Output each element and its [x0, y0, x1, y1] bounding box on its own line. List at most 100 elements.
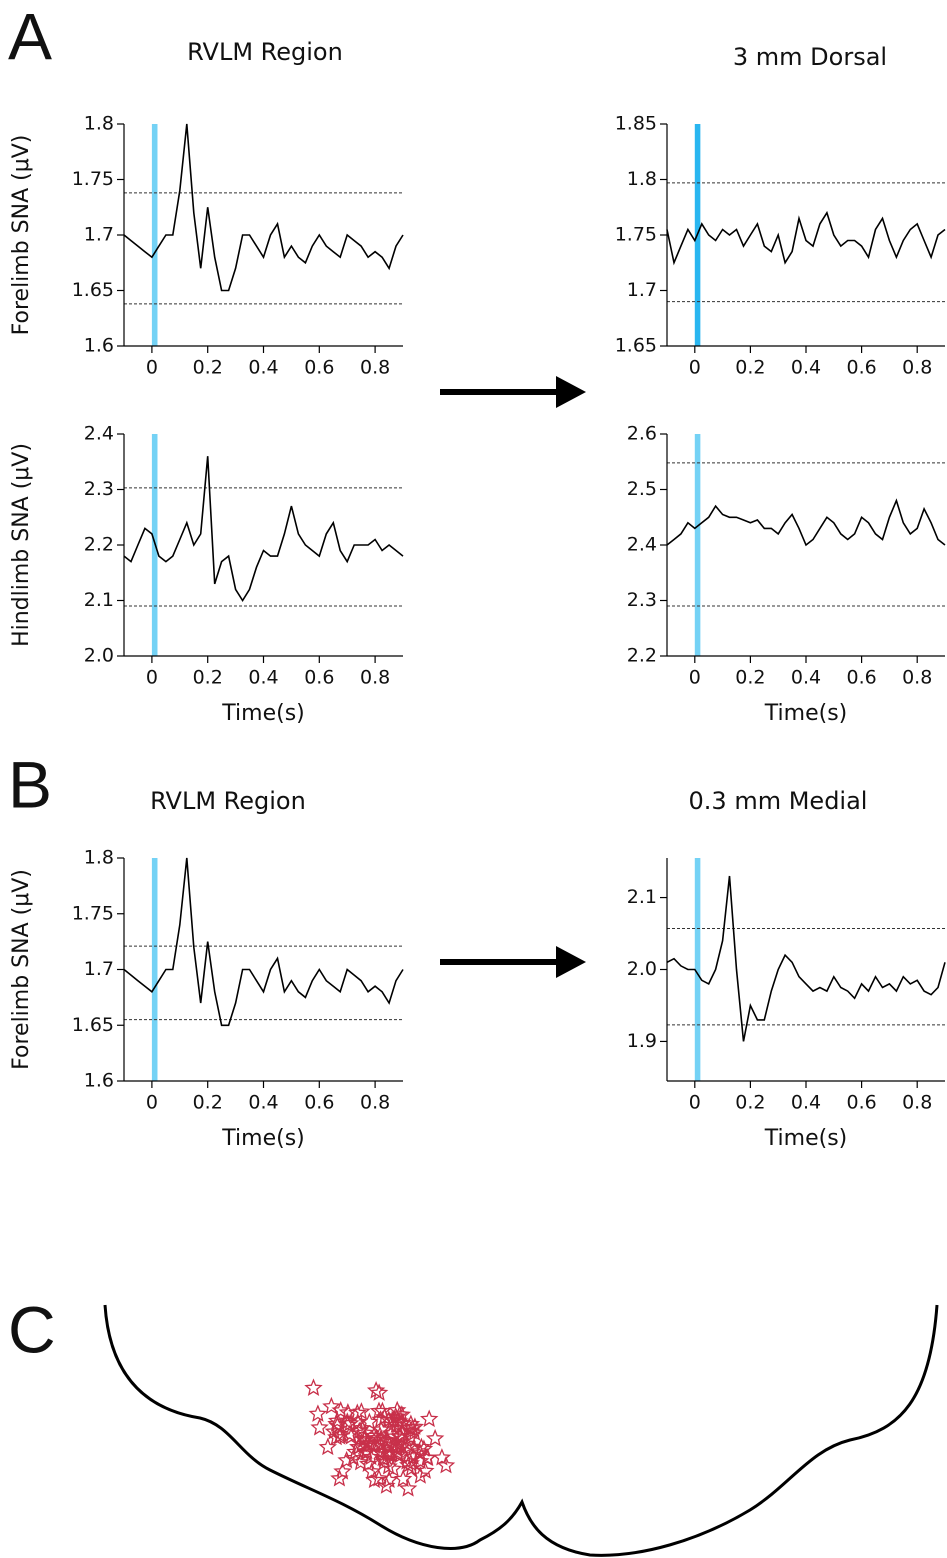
star-cluster: [304, 1378, 456, 1497]
star: [358, 1454, 378, 1472]
x-tick-label: 0.4: [791, 1092, 821, 1114]
x-tick-label: 0.4: [248, 1092, 278, 1114]
x-tick-label: 0.8: [360, 1092, 390, 1114]
x-tick-label: 0: [689, 1092, 701, 1114]
x-tick-label: 0.2: [193, 357, 223, 379]
x-tick-label: 0: [146, 667, 158, 689]
star: [351, 1452, 370, 1471]
y-tick-label: 2.4: [627, 534, 657, 556]
x-tick-label: 0.6: [304, 667, 334, 689]
x-axis-label: Time(s): [764, 1126, 847, 1151]
star: [379, 1410, 399, 1428]
star: [355, 1423, 375, 1441]
x-tick-label: 0.8: [360, 357, 390, 379]
y-tick-label: 1.8: [84, 847, 114, 869]
star: [333, 1461, 352, 1480]
stimulus-bar: [151, 858, 158, 1081]
x-tick-label: 0.6: [846, 1092, 876, 1114]
chart-title: 0.3 mm Medial: [689, 787, 868, 815]
y-tick-label: 2.4: [84, 423, 114, 445]
x-tick-label: 0.2: [735, 1092, 765, 1114]
stimulus-bar: [694, 858, 701, 1081]
trace: [123, 456, 404, 603]
star: [379, 1470, 399, 1489]
star: [419, 1409, 439, 1428]
chart-title: 3 mm Dorsal: [733, 43, 887, 71]
y-tick-label: 2.2: [84, 534, 114, 556]
star: [365, 1470, 384, 1489]
star: [348, 1403, 367, 1421]
x-tick-label: 0.4: [791, 357, 821, 379]
star: [340, 1424, 359, 1443]
y-tick-label: 1.85: [615, 113, 657, 135]
chart-title: RVLM Region: [187, 38, 343, 66]
y-tick-label: 2.3: [627, 589, 657, 611]
star: [390, 1427, 409, 1445]
x-tick-label: 0.2: [735, 357, 765, 379]
star: [401, 1453, 421, 1472]
x-tick-label: 0.8: [360, 667, 390, 689]
star: [401, 1414, 421, 1432]
y-tick-label: 2.0: [627, 958, 657, 980]
x-tick-label: 0.6: [846, 357, 876, 379]
star: [416, 1461, 435, 1479]
star: [308, 1404, 328, 1422]
y-axis-label: Forelimb SNA (μV): [9, 135, 34, 336]
y-tick-label: 1.9: [627, 1030, 657, 1052]
y-tick-label: 1.7: [627, 279, 657, 301]
y-tick-label: 2.1: [84, 589, 114, 611]
x-tick-label: 0: [146, 357, 158, 379]
x-tick-label: 0: [689, 667, 701, 689]
arrow: [440, 376, 586, 408]
y-tick-label: 1.65: [615, 335, 657, 357]
star: [383, 1459, 403, 1477]
y-tick-label: 1.8: [84, 113, 114, 135]
x-tick-label: 0.4: [248, 667, 278, 689]
x-tick-label: 0.2: [735, 667, 765, 689]
y-tick-label: 1.65: [72, 279, 114, 301]
trace: [666, 875, 946, 1042]
star: [412, 1437, 431, 1456]
chart-title: RVLM Region: [150, 787, 306, 815]
star: [392, 1405, 411, 1423]
x-tick-label: 0.8: [902, 1092, 932, 1114]
y-tick-label: 1.6: [84, 335, 114, 357]
star: [330, 1468, 349, 1487]
y-tick-label: 1.65: [72, 1014, 114, 1036]
star: [414, 1439, 434, 1457]
stimulus-bar: [694, 434, 701, 656]
y-tick-label: 1.6: [84, 1070, 114, 1092]
panel-label: B: [8, 747, 52, 821]
x-tick-label: 0.6: [846, 667, 876, 689]
x-tick-label: 0.8: [902, 667, 932, 689]
x-tick-label: 0.2: [193, 1092, 223, 1114]
y-tick-label: 2.6: [627, 423, 657, 445]
star: [387, 1400, 407, 1419]
star: [436, 1455, 456, 1474]
y-tick-label: 2.3: [84, 478, 114, 500]
star: [328, 1416, 347, 1434]
star: [385, 1427, 404, 1445]
star: [304, 1378, 323, 1396]
star: [357, 1441, 376, 1460]
star: [405, 1423, 424, 1441]
y-axis-label: Hindlimb SNA (μV): [9, 443, 34, 647]
x-tick-label: 0.6: [304, 357, 334, 379]
star: [387, 1442, 407, 1461]
y-tick-label: 2.5: [627, 478, 657, 500]
x-tick-label: 0.4: [791, 667, 821, 689]
y-tick-label: 1.75: [72, 902, 114, 924]
x-tick-label: 0.2: [193, 667, 223, 689]
brain-outline: [103, 1304, 939, 1557]
star: [380, 1436, 399, 1454]
star: [373, 1448, 393, 1467]
star: [327, 1427, 346, 1446]
y-tick-label: 2.2: [627, 645, 657, 667]
star: [369, 1401, 389, 1420]
star: [366, 1381, 386, 1399]
star: [393, 1469, 413, 1488]
trace: [123, 123, 404, 292]
x-tick-label: 0.6: [304, 1092, 334, 1114]
y-tick-label: 1.75: [72, 168, 114, 190]
trace: [123, 857, 404, 1027]
